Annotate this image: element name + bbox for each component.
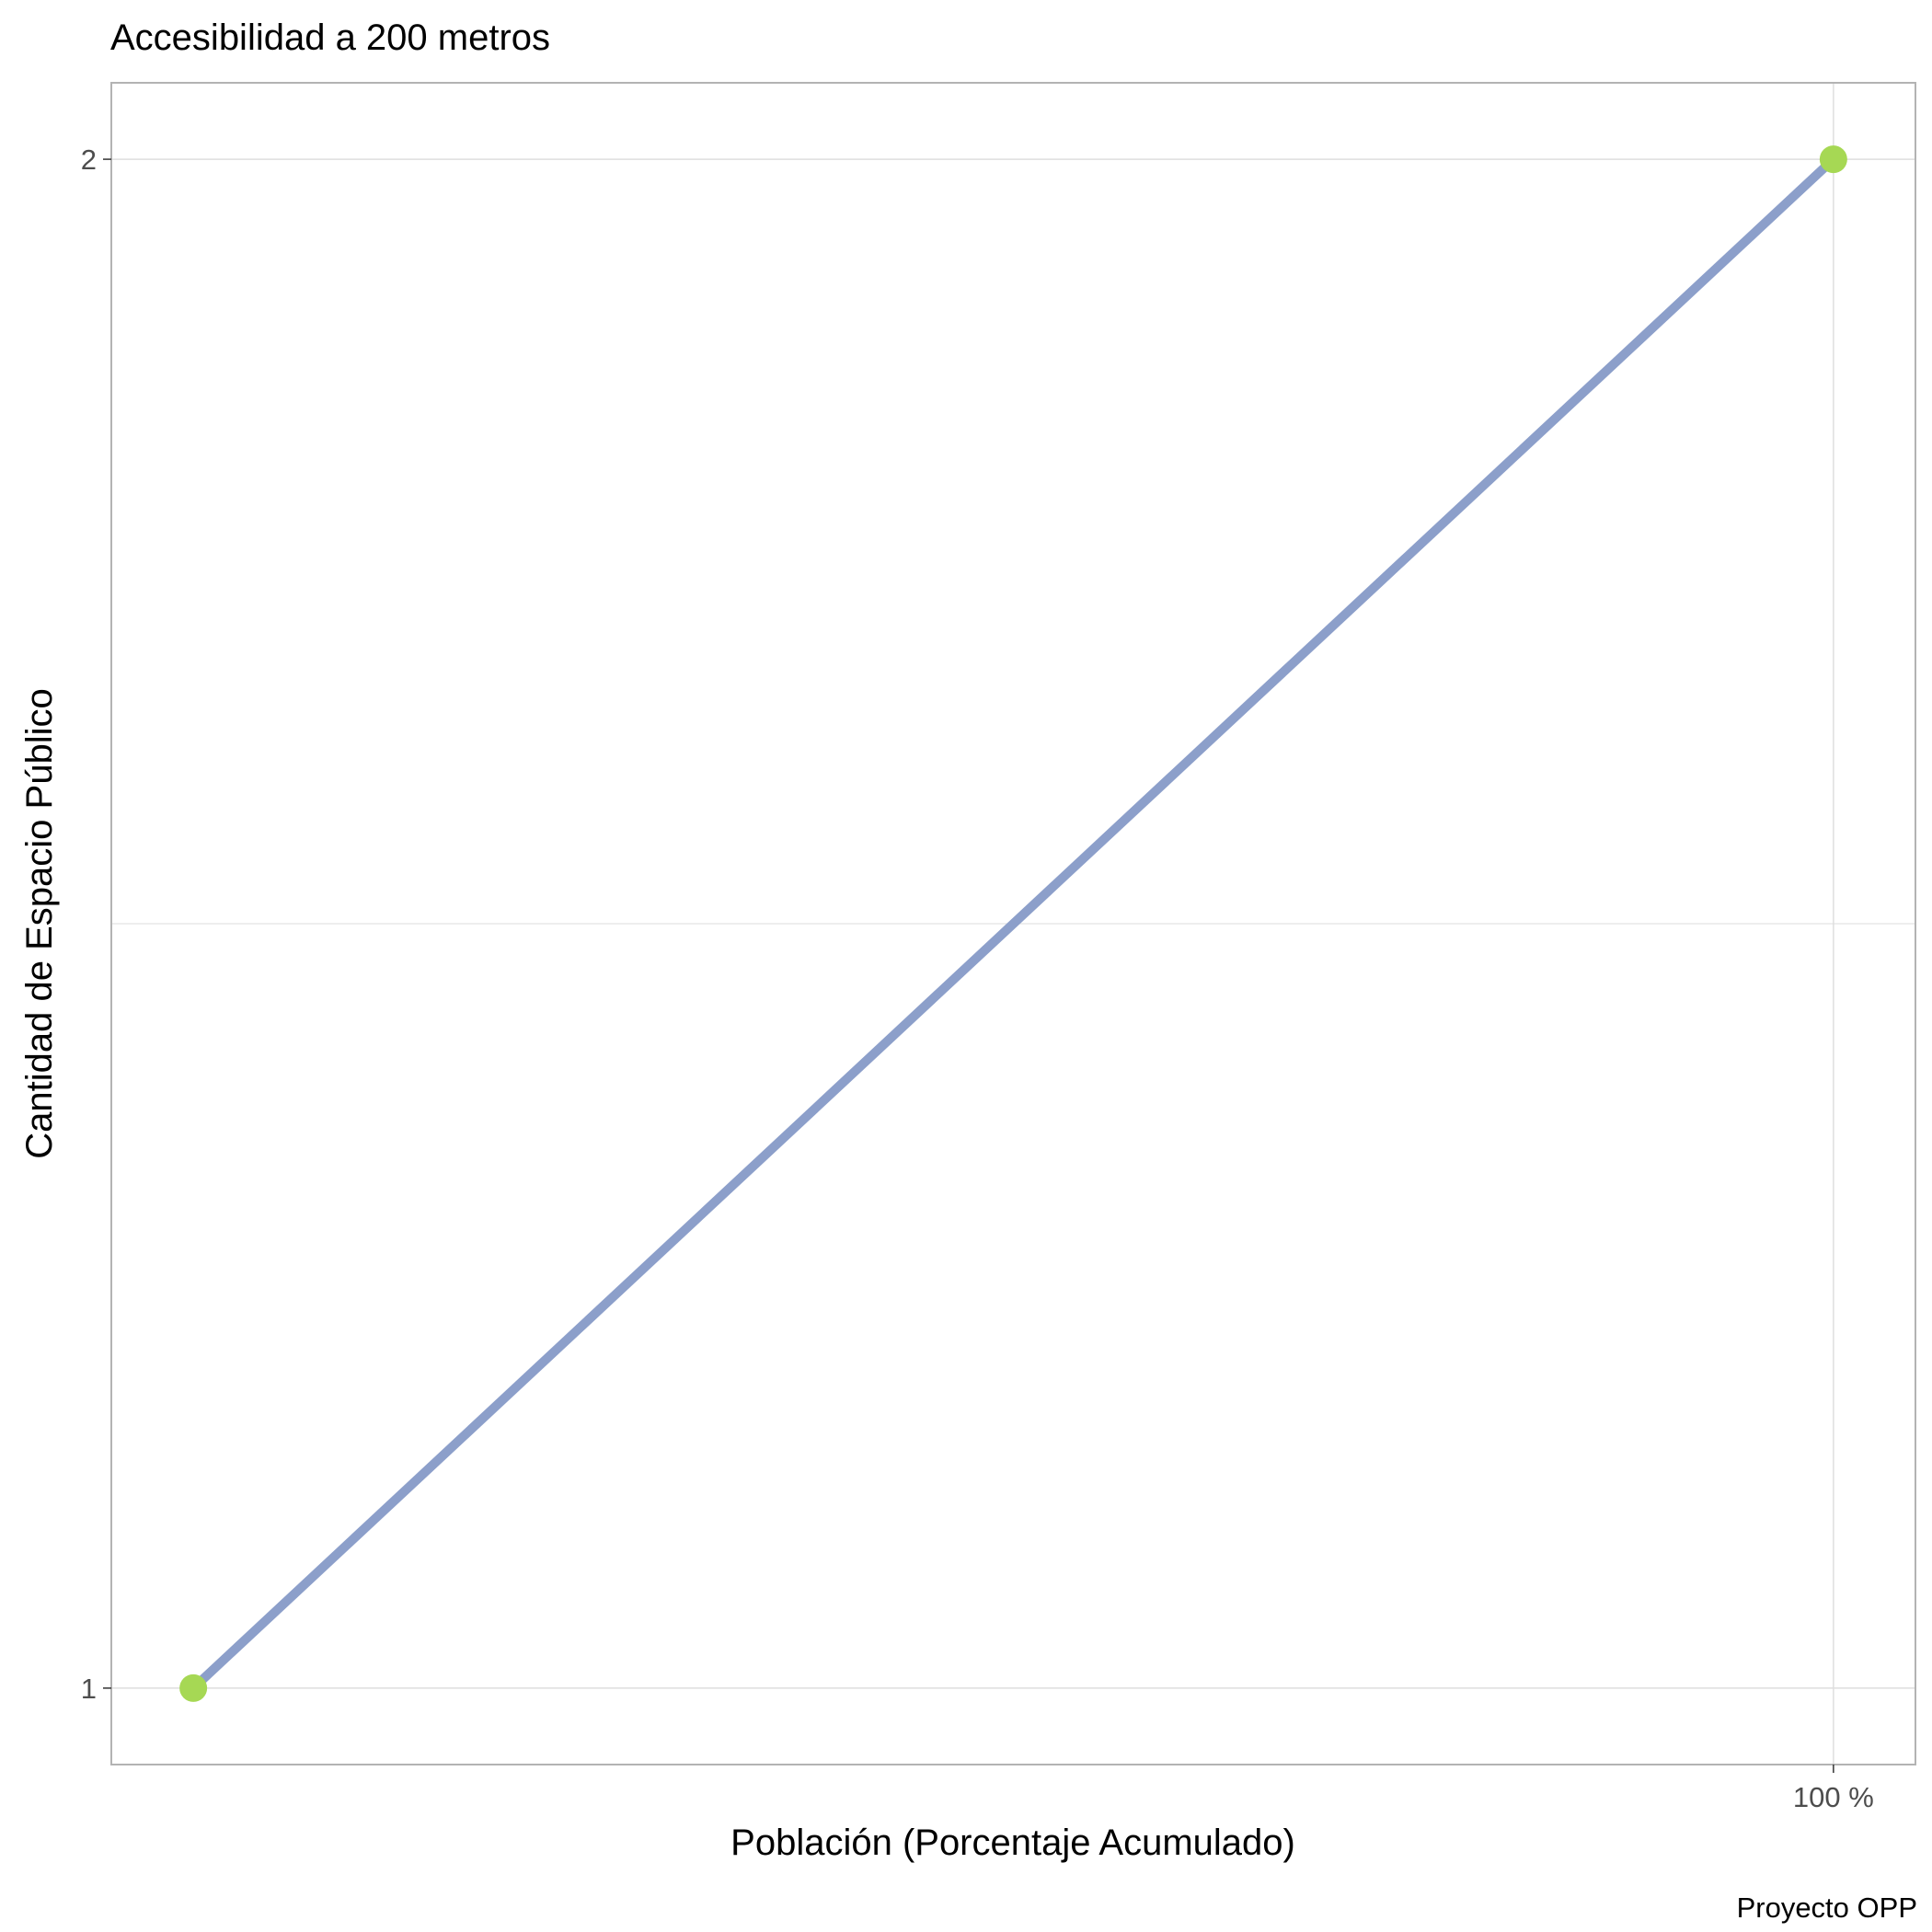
y-tick-label: 2 xyxy=(81,144,97,176)
y-axis-title: Cantidad de Espacio Público xyxy=(19,688,60,1158)
tick-layer: 1 2 100 % xyxy=(81,144,1874,1813)
series-layer xyxy=(179,145,1847,1702)
chart-caption: Proyecto OPP xyxy=(1737,1892,1917,1924)
data-point xyxy=(179,1673,208,1702)
series-line xyxy=(190,155,1837,1692)
x-tick-label: 100 % xyxy=(1793,1781,1874,1813)
y-tick-label: 1 xyxy=(81,1673,97,1705)
data-point xyxy=(1819,145,1847,174)
x-axis-title: Población (Porcentaje Acumulado) xyxy=(730,1823,1295,1863)
chart-title: Accesibilidad a 200 metros xyxy=(110,17,550,58)
panel-border xyxy=(110,82,1916,1765)
